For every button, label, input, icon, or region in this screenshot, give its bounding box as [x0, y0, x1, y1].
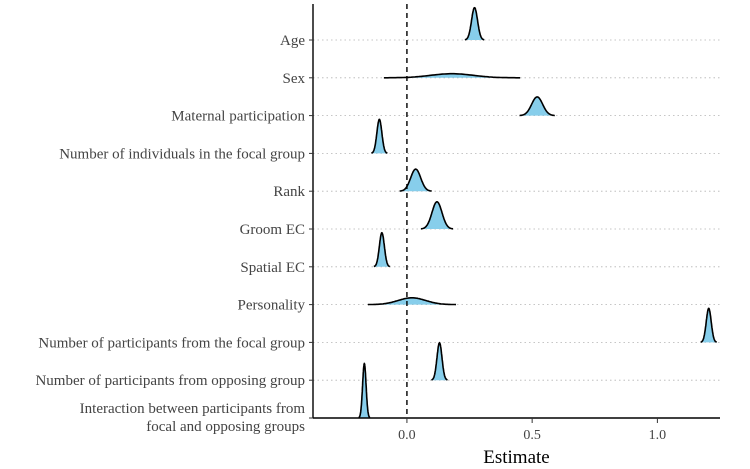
ridge-outline [371, 118, 388, 154]
y-tick-label: Number of individuals in the focal group [59, 146, 305, 162]
gridlines [313, 39, 720, 419]
y-tick-label: Number of participants from opposing gro… [35, 373, 305, 389]
y-tick-label: Age [280, 33, 305, 49]
y-tick-label: Groom EC [240, 222, 305, 238]
x-tick-label: 0.0 [398, 428, 416, 443]
y-tick-label: Interaction between participants from [80, 401, 306, 417]
ridge-outline [420, 200, 453, 230]
ridge-outline [700, 307, 718, 343]
x-tick-label: 1.0 [649, 428, 667, 443]
ridge-outline [358, 362, 371, 419]
y-tick-label: Spatial EC [240, 260, 305, 276]
ridges [358, 6, 718, 419]
y-tick-label: Rank [273, 184, 305, 200]
ridge-fill [420, 201, 453, 229]
y-tick-label: Maternal participation [171, 109, 305, 125]
ridge-outline [519, 96, 555, 117]
y-tick-label: focal and opposing groups [146, 419, 305, 435]
ridge-fill [519, 96, 555, 116]
ridge-outline [399, 168, 432, 192]
y-tick-label: Sex [283, 71, 306, 87]
y-tick-labels: Age Sex Maternal participation Number of in… [35, 33, 313, 435]
x-axis-title: Estimate [483, 447, 549, 468]
y-tick-label: Number of participants from the focal gr… [38, 335, 305, 351]
y-tick-label: Personality [238, 298, 306, 314]
x-tick-label: 0.5 [523, 428, 541, 443]
ridge-fill [464, 7, 485, 40]
ridge-outline [464, 6, 485, 41]
ridge-fill [399, 169, 432, 192]
ridge-outline [373, 231, 391, 268]
ridge-outline [431, 341, 448, 381]
x-ticks: 0.0 0.5 1.0 [398, 418, 666, 443]
ridge-outline [367, 297, 457, 306]
